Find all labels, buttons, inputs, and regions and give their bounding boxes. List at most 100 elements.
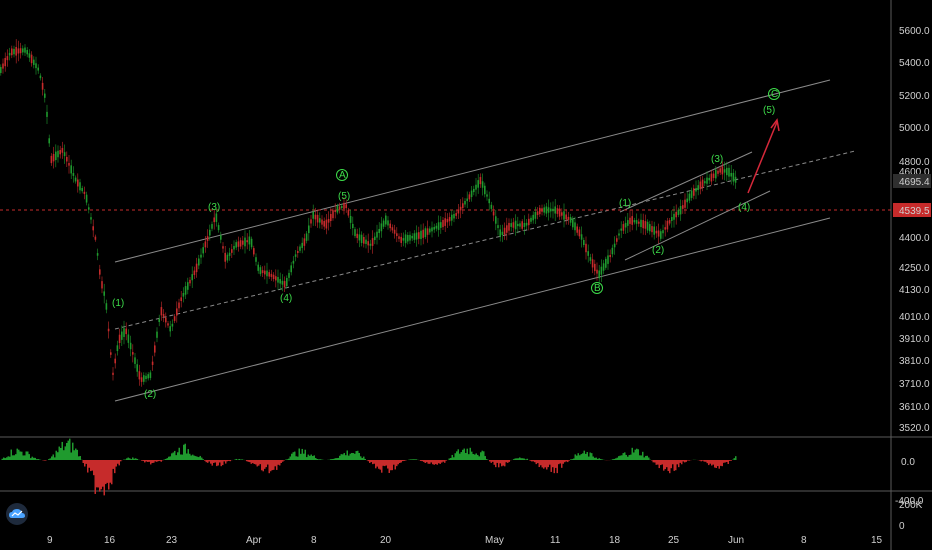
oscillator-bar — [622, 453, 624, 460]
candle-body — [695, 188, 697, 192]
oscillator-bar — [699, 460, 701, 461]
oscillator-bar — [150, 460, 152, 465]
oscillator-bar — [241, 459, 243, 460]
oscillator-bar — [438, 460, 440, 464]
oscillator-bar — [201, 457, 203, 460]
candle-body — [358, 234, 361, 241]
oscillator-bar — [390, 460, 392, 471]
candle-body — [484, 185, 486, 195]
candle-body — [202, 247, 204, 254]
oscillator-bar — [601, 459, 603, 460]
oscillator-bar — [547, 460, 549, 468]
candle-body — [646, 221, 649, 231]
candle-body — [376, 231, 378, 238]
oscillator-bar — [303, 453, 305, 460]
candle-body — [572, 218, 574, 228]
candle-body — [327, 218, 330, 223]
oscillator-bar — [397, 460, 399, 465]
candle-body — [77, 179, 79, 187]
oscillator-bar — [339, 455, 341, 460]
candle-body — [4, 58, 6, 67]
oscillator-bar — [294, 451, 296, 460]
oscillator-bar — [375, 460, 377, 469]
candle-body — [688, 193, 691, 201]
oscillator-bar — [726, 460, 728, 462]
oscillator-tick: -400.0 — [895, 496, 924, 507]
candle-body — [61, 147, 64, 153]
candle-body — [94, 236, 97, 240]
candle-body — [569, 217, 572, 223]
candle-body — [576, 226, 578, 233]
candle-body — [283, 281, 286, 288]
oscillator-bar — [30, 458, 32, 460]
candle-body — [213, 217, 215, 223]
oscillator-bar — [370, 460, 372, 463]
candle-body — [19, 48, 22, 54]
time-axis[interactable]: 9 16 23 Apr 8 20 May 11 18 25 Jun 8 15 — [47, 535, 883, 546]
candle-body — [332, 210, 334, 219]
wave-labels: (1) (2) (3) (4) (5) A B C (1) (2) (3) (4… — [112, 88, 780, 400]
candle-body — [275, 276, 277, 281]
candle-body — [323, 220, 325, 227]
candle-body — [138, 371, 141, 380]
candle-body — [140, 377, 143, 382]
oscillator-bar — [348, 455, 350, 460]
oscillator-bar — [462, 449, 464, 460]
candle-body — [99, 269, 101, 275]
candle-body — [539, 207, 541, 215]
candle-body — [44, 93, 46, 98]
candle-body — [193, 270, 196, 276]
candle-body — [110, 352, 112, 355]
oscillator-bar — [142, 460, 144, 461]
oscillator-bar — [156, 460, 158, 462]
candle-body — [536, 211, 539, 216]
oscillator-bar — [583, 450, 585, 460]
oscillator-bar — [15, 454, 17, 460]
oscillator-bar — [21, 451, 23, 460]
oscillator-bar — [589, 452, 591, 460]
oscillator-bar — [409, 459, 411, 460]
candle-body — [541, 208, 543, 212]
oscillator-bar — [265, 460, 267, 468]
chart-logo-icon[interactable] — [6, 503, 28, 525]
oscillator-bar — [679, 460, 681, 463]
oscillator-bar — [636, 448, 638, 460]
oscillator-bar — [66, 442, 68, 460]
oscillator-bar — [571, 459, 573, 460]
level-price-label: 4539.5 — [899, 206, 930, 217]
oscillator-bar — [586, 452, 588, 460]
oscillator-bar — [559, 460, 561, 464]
candle-body — [33, 59, 35, 65]
candle-body — [200, 254, 202, 258]
time-tick: 16 — [104, 535, 116, 546]
price-axis[interactable]: 5600.0 5400.0 5200.0 5000.0 4800.0 4600.… — [893, 26, 931, 532]
candle-body — [211, 224, 213, 229]
oscillator-bar — [538, 460, 540, 468]
oscillator-bar — [567, 460, 569, 463]
oscillator-bar — [90, 460, 92, 472]
candle-body — [530, 217, 532, 222]
oscillator-bar — [358, 453, 360, 460]
oscillator-bar — [504, 460, 506, 467]
candle-body — [497, 225, 499, 229]
oscillator-histogram — [1, 438, 737, 496]
oscillator-bar — [132, 457, 134, 460]
oscillator-bar — [70, 452, 72, 460]
candle-body — [486, 194, 488, 197]
candle-body — [495, 216, 497, 224]
candle-body — [602, 263, 605, 271]
candle-body — [310, 219, 312, 224]
oscillator-bar — [124, 459, 126, 460]
oscillator-bar — [631, 447, 633, 460]
oscillator-bar — [667, 460, 669, 472]
candle-body — [607, 255, 609, 264]
oscillator-bar — [91, 460, 93, 471]
candle-body — [319, 218, 321, 223]
time-tick: 20 — [380, 535, 392, 546]
oscillator-bar — [352, 453, 354, 460]
candle-body — [389, 223, 391, 229]
oscillator-bar — [373, 460, 375, 464]
candle-body — [563, 211, 565, 220]
candle-body — [717, 170, 719, 174]
